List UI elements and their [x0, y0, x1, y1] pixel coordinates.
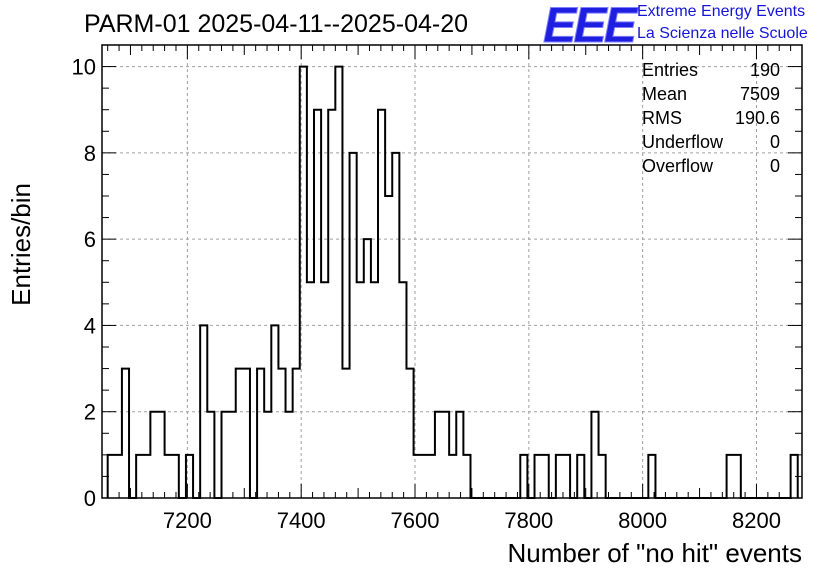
plot-frame [101, 44, 803, 499]
histogram-bar [542, 455, 549, 498]
histogram-bar [406, 369, 413, 498]
stat-mean: Mean 7509 [642, 84, 780, 108]
histogram-bar [143, 455, 150, 498]
histogram-bar [435, 412, 442, 498]
histogram-bar [456, 412, 463, 498]
stat-label: Entries [642, 60, 699, 80]
histogram-bar [520, 455, 527, 498]
histogram-bar [122, 369, 129, 498]
histogram-bar [314, 110, 321, 498]
chart-title: PARM-01 2025-04-11--2025-04-20 [84, 10, 469, 38]
logo-line-2: La Scienza nelle Scuole [637, 25, 808, 42]
logo-line-1: Extreme Energy Events [637, 3, 806, 20]
histogram-bar [243, 369, 250, 498]
histogram-bar [136, 455, 143, 498]
histogram-bar [463, 455, 470, 498]
x-axis-label: Number of "no hit" events [507, 538, 803, 568]
histogram-bar [556, 455, 563, 498]
histogram-bar [449, 455, 456, 498]
x-tick-label: 7200 [163, 508, 212, 533]
stats-box: Entries 190 Mean 7509 RMS 190.6 Underflo… [642, 60, 780, 180]
histogram-bar [371, 282, 378, 498]
histogram-bar [286, 412, 293, 498]
histogram-bar [165, 455, 172, 498]
x-tick-label: 7600 [391, 508, 440, 533]
stat-value: 190 [749, 60, 780, 80]
histogram-bar [563, 455, 570, 498]
histogram-bar [115, 455, 122, 498]
stat-label: Mean [642, 84, 688, 104]
stat-value: 7509 [739, 84, 780, 104]
histogram-bar [150, 412, 157, 498]
stat-overflow: Overflow 0 [642, 156, 780, 180]
histogram-bar [577, 455, 584, 498]
histogram-bar [428, 455, 435, 498]
histogram-bar [172, 455, 179, 498]
histogram-bar [278, 369, 285, 498]
histogram-outline [106, 65, 799, 499]
histogram-bar [222, 412, 229, 498]
stat-label: Underflow [642, 132, 724, 152]
histogram-bar [257, 369, 264, 498]
y-tick-label: 0 [84, 486, 96, 511]
histogram-bar [236, 369, 243, 498]
histogram-bar [364, 239, 371, 498]
histogram-bar [385, 196, 392, 498]
grid-lines [102, 45, 802, 498]
y-axis-label: Entries/bin [6, 60, 37, 306]
x-tick-label: 7400 [277, 508, 326, 533]
stat-label: RMS [642, 108, 682, 128]
y-axis-label-text: Entries/bin [6, 183, 36, 306]
stat-value: 0 [769, 156, 780, 176]
stat-value: 190.6 [734, 108, 780, 128]
x-tick-label: 7800 [504, 508, 553, 533]
histogram-bar [734, 455, 741, 498]
y-tick-label: 8 [84, 141, 96, 166]
histogram-bar [421, 455, 428, 498]
histogram-bar [535, 455, 542, 498]
stat-rms: RMS 190.6 [642, 108, 780, 132]
stat-value: 0 [769, 132, 780, 152]
histogram-bar [321, 282, 328, 498]
histogram-bar [399, 282, 406, 498]
axes [101, 44, 803, 499]
histogram-bar [335, 67, 342, 498]
y-tick-label: 2 [84, 400, 96, 425]
histogram-bars [106, 65, 799, 499]
histogram-bar [591, 412, 598, 498]
histogram-bar [357, 282, 364, 498]
eee-logo: EEE [542, 0, 637, 53]
histogram-bar [207, 412, 214, 498]
histogram-bar [157, 412, 164, 498]
stat-label: Overflow [642, 156, 714, 176]
histogram-bar [293, 369, 300, 498]
x-tick-label: 8000 [618, 508, 667, 533]
stat-underflow: Underflow 0 [642, 132, 780, 156]
histogram-bar [264, 412, 271, 498]
y-tick-label: 10 [72, 55, 96, 80]
histogram-bar [342, 369, 349, 498]
y-tick-label: 4 [84, 313, 96, 338]
x-tick-label: 8200 [732, 508, 781, 533]
histogram-bar [307, 282, 314, 498]
tick-labels: 7200 7400 7600 7800 8000 8200 0 2 4 6 8 10 [72, 55, 781, 533]
y-tick-label: 6 [84, 227, 96, 252]
histogram-bar [648, 455, 655, 498]
histogram-bar [229, 412, 236, 498]
histogram-bar [328, 110, 335, 498]
histogram-bar [442, 412, 449, 498]
stat-entries: Entries 190 [642, 60, 780, 84]
histogram-bar [378, 110, 385, 498]
histogram-bar [727, 455, 734, 498]
histogram-bar [599, 455, 606, 498]
